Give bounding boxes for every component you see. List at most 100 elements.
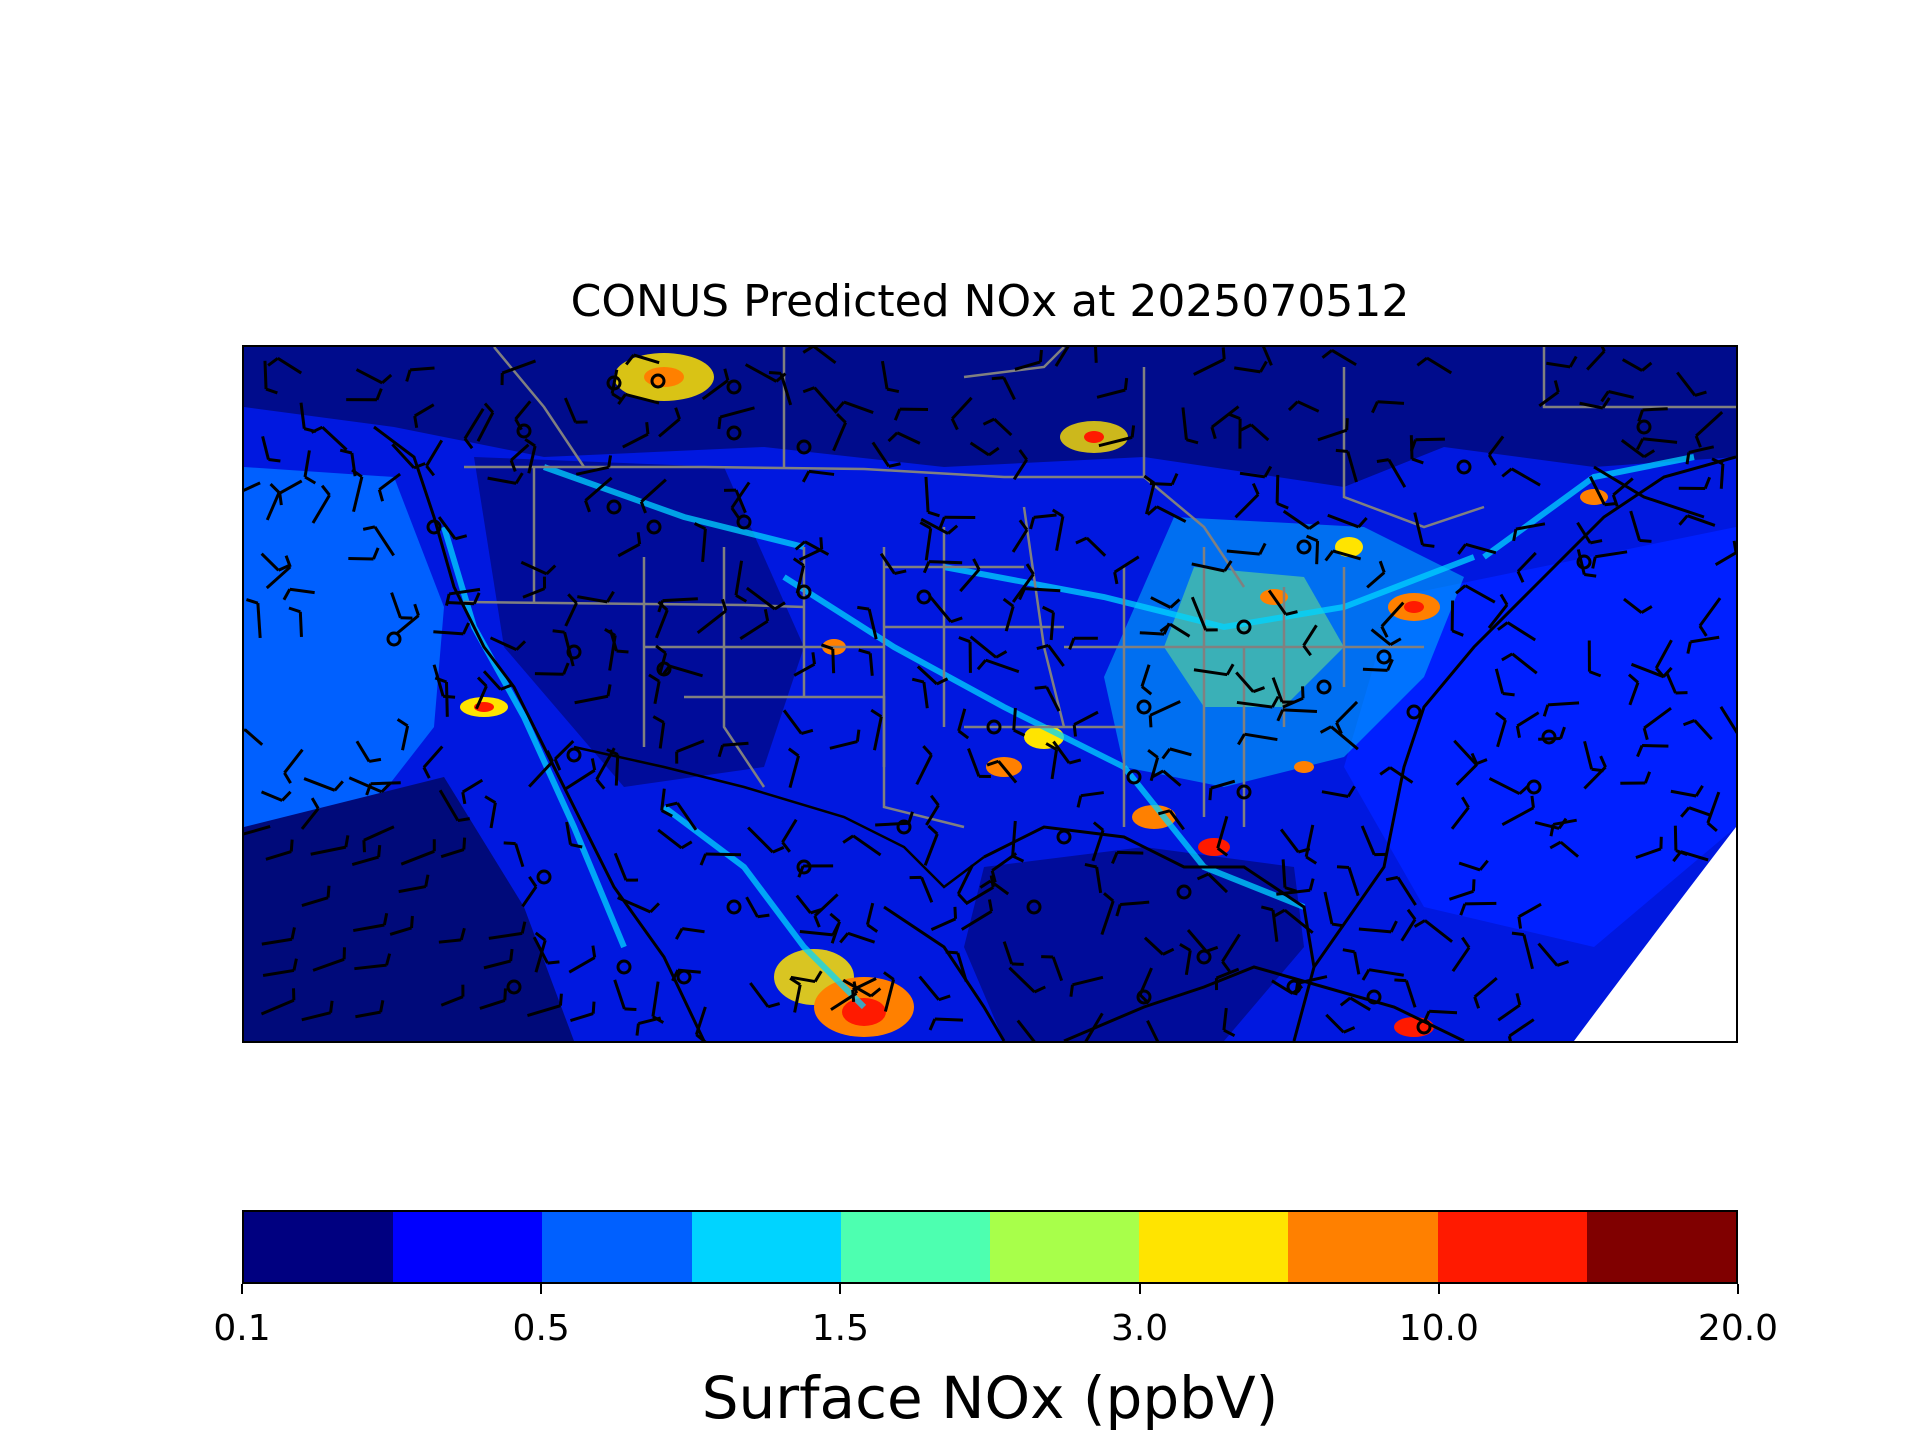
colorbar-segment xyxy=(1288,1212,1438,1282)
wind-barb xyxy=(1376,458,1407,488)
calm-wind-circle xyxy=(1316,679,1332,695)
wind-barb xyxy=(639,478,667,514)
calm-wind-circle xyxy=(386,631,402,647)
wind-barb xyxy=(353,912,389,933)
wind-barb xyxy=(1146,1019,1160,1041)
wind-barb xyxy=(1196,872,1229,894)
wind-barb xyxy=(1694,411,1724,448)
wind-barb xyxy=(1507,1018,1535,1041)
wind-barb xyxy=(915,745,933,786)
wind-barb xyxy=(351,844,382,866)
wind-barb xyxy=(749,982,781,1009)
calm-wind-circle xyxy=(1416,1019,1432,1035)
map-title: CONUS Predicted NOx at 2025070512 xyxy=(570,276,1410,327)
wind-barb xyxy=(1685,445,1715,465)
wind-barb xyxy=(696,598,728,634)
wind-barb xyxy=(1587,640,1602,678)
wind-barb xyxy=(348,776,392,794)
wind-barb xyxy=(1282,686,1305,709)
wind-barb xyxy=(303,777,344,792)
wind-barb xyxy=(422,745,444,779)
colorbar-tick-label: 0.5 xyxy=(512,1308,570,1349)
pacific-dark xyxy=(244,777,574,1041)
wind-barb xyxy=(1228,412,1242,449)
wind-barb xyxy=(782,709,814,735)
wind-barb xyxy=(928,595,963,624)
wind-barb xyxy=(991,376,1016,401)
wind-barb xyxy=(1635,836,1663,860)
wind-barb xyxy=(693,522,707,562)
wind-barb xyxy=(1235,671,1266,694)
wind-barb xyxy=(875,811,914,827)
wind-barb xyxy=(413,403,435,429)
calm-wind-circle xyxy=(606,375,622,391)
wind-barb xyxy=(1579,397,1611,410)
calm-wind-circle xyxy=(986,719,1002,735)
wind-barb xyxy=(245,598,262,639)
wind-barb xyxy=(1576,549,1597,578)
wind-barb xyxy=(1379,766,1414,784)
wind-barb xyxy=(909,875,934,903)
wind-barb xyxy=(1210,405,1240,440)
wind-barb xyxy=(694,1006,707,1041)
wind-barb xyxy=(657,828,693,850)
wind-barbs xyxy=(244,347,1736,1041)
calm-wind-circle xyxy=(1376,649,1392,665)
wind-barb xyxy=(1600,390,1634,403)
wind-barb xyxy=(813,893,839,928)
wind-barb xyxy=(1455,584,1496,604)
wind-barb xyxy=(565,758,597,790)
wind-barb xyxy=(1549,818,1577,837)
wind-barb xyxy=(260,988,296,1016)
wind-barb xyxy=(1517,902,1542,929)
wind-barb xyxy=(794,540,830,556)
wind-barb xyxy=(1549,840,1580,858)
wind-barb xyxy=(509,443,530,472)
wind-barb xyxy=(1450,600,1464,637)
no-data-region xyxy=(1574,827,1736,1041)
wind-barb xyxy=(1011,519,1029,553)
wind-barb xyxy=(265,555,292,590)
west-interior xyxy=(474,457,804,787)
wind-barb xyxy=(1226,542,1267,556)
colorbar-tick xyxy=(839,1284,842,1294)
nox-map xyxy=(244,347,1736,1041)
wind-barb xyxy=(1636,744,1669,758)
gulf-field xyxy=(964,847,1304,1041)
wind-barb xyxy=(1487,593,1509,629)
wind-barb xyxy=(625,353,660,366)
wind-barb xyxy=(1012,707,1026,737)
wind-barb xyxy=(1497,993,1522,1022)
wind-barb xyxy=(745,896,770,919)
calm-wind-circle xyxy=(426,519,442,535)
wind-barb xyxy=(617,532,642,558)
colorbar-tick-label: 10.0 xyxy=(1398,1308,1479,1349)
wind-barb xyxy=(717,406,755,430)
wind-barb xyxy=(1711,457,1725,489)
wind-barb xyxy=(1222,1007,1236,1038)
wind-barb xyxy=(617,392,660,406)
wind-barb xyxy=(1143,936,1175,956)
wind-barb xyxy=(1538,380,1560,408)
calm-wind-circle xyxy=(726,379,742,395)
coastlines xyxy=(373,425,1736,1041)
country-borders xyxy=(573,745,985,889)
wind-barb xyxy=(395,603,420,635)
wind-barb xyxy=(577,590,615,604)
wind-barb xyxy=(1620,771,1652,785)
wind-barb xyxy=(1239,423,1270,442)
wind-barb xyxy=(887,431,921,445)
calm-wind-circle xyxy=(566,644,582,660)
wind-barb xyxy=(244,825,271,836)
wind-barb xyxy=(351,468,364,513)
wind-barb xyxy=(1627,673,1640,706)
wind-barb xyxy=(613,852,639,882)
calm-wind-circle xyxy=(1136,699,1152,715)
wind-barb xyxy=(1370,628,1402,647)
wind-barb xyxy=(524,437,537,474)
calm-wind-circle xyxy=(1236,784,1252,800)
wind-barb xyxy=(1678,476,1712,491)
colorbar-segment xyxy=(1139,1212,1289,1282)
wind-barb xyxy=(564,593,578,627)
wind-barb xyxy=(261,436,281,463)
